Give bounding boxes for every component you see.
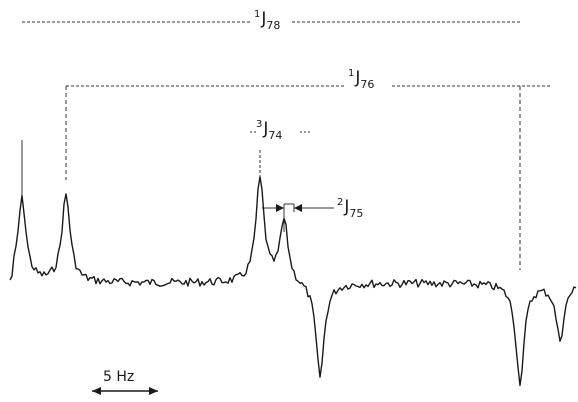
coupling-label-j75: 2J75 xyxy=(337,197,364,220)
scale-bar xyxy=(92,387,158,395)
coupling-label-j78: 1J78 xyxy=(254,9,281,32)
spectrum-trace xyxy=(9,176,577,387)
coupling-label-j76: 1J76 xyxy=(348,68,375,91)
coupling-label-j74: 3J74 xyxy=(256,119,283,142)
scale-bar-label: 5 Hz xyxy=(103,369,135,385)
coupling-brackets xyxy=(21,21,550,270)
j75-arrowhead-right xyxy=(276,204,284,212)
scale-bar-arrowhead-right xyxy=(149,387,158,395)
j75-arrowhead-left xyxy=(294,204,302,212)
scale-bar-arrowhead-left xyxy=(92,387,101,395)
